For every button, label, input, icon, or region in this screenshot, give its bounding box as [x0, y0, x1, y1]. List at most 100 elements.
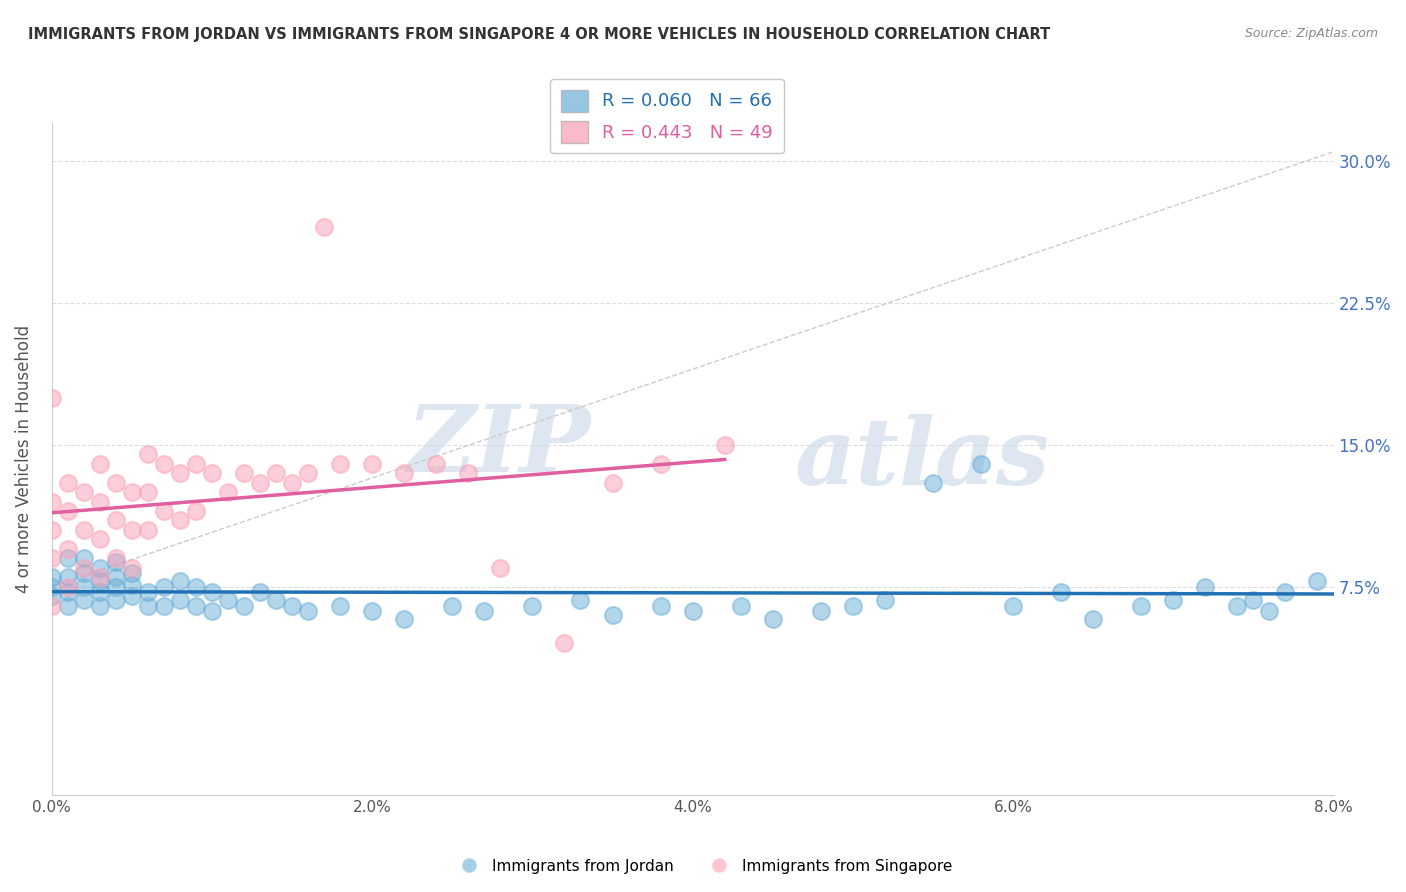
Point [89, 494, 111, 508]
Point [104, 514, 127, 528]
Point [842, 599, 865, 613]
Point [922, 475, 945, 490]
Point [56, 541, 79, 556]
Legend: Immigrants from Jordan, Immigrants from Singapore: Immigrants from Jordan, Immigrants from … [447, 853, 959, 880]
Point [264, 593, 287, 607]
Point [297, 467, 319, 481]
Point [56, 599, 79, 613]
Point [682, 604, 704, 618]
Point [1274, 585, 1296, 599]
Point [425, 457, 447, 471]
Y-axis label: 4 or more Vehicles in Household: 4 or more Vehicles in Household [15, 325, 32, 593]
Point [153, 599, 176, 613]
Point [73, 561, 96, 575]
Point [153, 457, 176, 471]
Point [121, 485, 143, 500]
Point [489, 561, 512, 575]
Point [89, 599, 111, 613]
Point [1161, 593, 1184, 607]
Point [1130, 599, 1153, 613]
Point [233, 599, 256, 613]
Point [89, 561, 111, 575]
Text: ZIP: ZIP [406, 401, 591, 491]
Point [169, 514, 191, 528]
Point [217, 485, 239, 500]
Point [184, 599, 207, 613]
Point [56, 580, 79, 594]
Point [104, 580, 127, 594]
Point [810, 604, 832, 618]
Point [136, 447, 159, 461]
Text: IMMIGRANTS FROM JORDAN VS IMMIGRANTS FROM SINGAPORE 4 OR MORE VEHICLES IN HOUSEH: IMMIGRANTS FROM JORDAN VS IMMIGRANTS FRO… [28, 27, 1050, 42]
Point [201, 585, 224, 599]
Point [1002, 599, 1025, 613]
Point [281, 599, 304, 613]
Point [136, 585, 159, 599]
Point [104, 475, 127, 490]
Point [169, 467, 191, 481]
Point [361, 457, 384, 471]
Point [104, 593, 127, 607]
Point [73, 580, 96, 594]
Point [970, 457, 993, 471]
Point [650, 457, 672, 471]
Point [56, 585, 79, 599]
Point [89, 585, 111, 599]
Point [41, 570, 63, 584]
Point [472, 604, 495, 618]
Point [249, 585, 271, 599]
Point [73, 551, 96, 566]
Point [394, 467, 416, 481]
Text: Source: ZipAtlas.com: Source: ZipAtlas.com [1244, 27, 1378, 40]
Point [184, 504, 207, 518]
Point [89, 457, 111, 471]
Point [569, 593, 592, 607]
Point [41, 589, 63, 603]
Point [73, 566, 96, 581]
Point [329, 599, 352, 613]
Point [1050, 585, 1073, 599]
Point [233, 467, 256, 481]
Point [56, 551, 79, 566]
Point [136, 599, 159, 613]
Point [650, 599, 672, 613]
Point [394, 612, 416, 626]
Text: atlas: atlas [796, 414, 1050, 504]
Point [1083, 612, 1105, 626]
Point [329, 457, 352, 471]
Point [184, 457, 207, 471]
Point [281, 475, 304, 490]
Point [136, 485, 159, 500]
Point [457, 467, 479, 481]
Point [602, 475, 624, 490]
Point [762, 612, 785, 626]
Point [169, 593, 191, 607]
Point [217, 593, 239, 607]
Point [522, 599, 544, 613]
Point [41, 551, 63, 566]
Point [297, 604, 319, 618]
Point [41, 523, 63, 537]
Point [730, 599, 752, 613]
Point [184, 580, 207, 594]
Point [73, 593, 96, 607]
Point [89, 570, 111, 584]
Point [1258, 604, 1281, 618]
Point [153, 580, 176, 594]
Point [41, 599, 63, 613]
Point [873, 593, 896, 607]
Point [249, 475, 271, 490]
Point [713, 438, 735, 452]
Point [56, 570, 79, 584]
Point [56, 504, 79, 518]
Point [1226, 599, 1249, 613]
Point [73, 523, 96, 537]
Point [121, 566, 143, 581]
Point [1306, 574, 1329, 588]
Point [41, 391, 63, 405]
Point [553, 636, 575, 650]
Point [121, 589, 143, 603]
Point [441, 599, 464, 613]
Point [41, 580, 63, 594]
Point [602, 608, 624, 623]
